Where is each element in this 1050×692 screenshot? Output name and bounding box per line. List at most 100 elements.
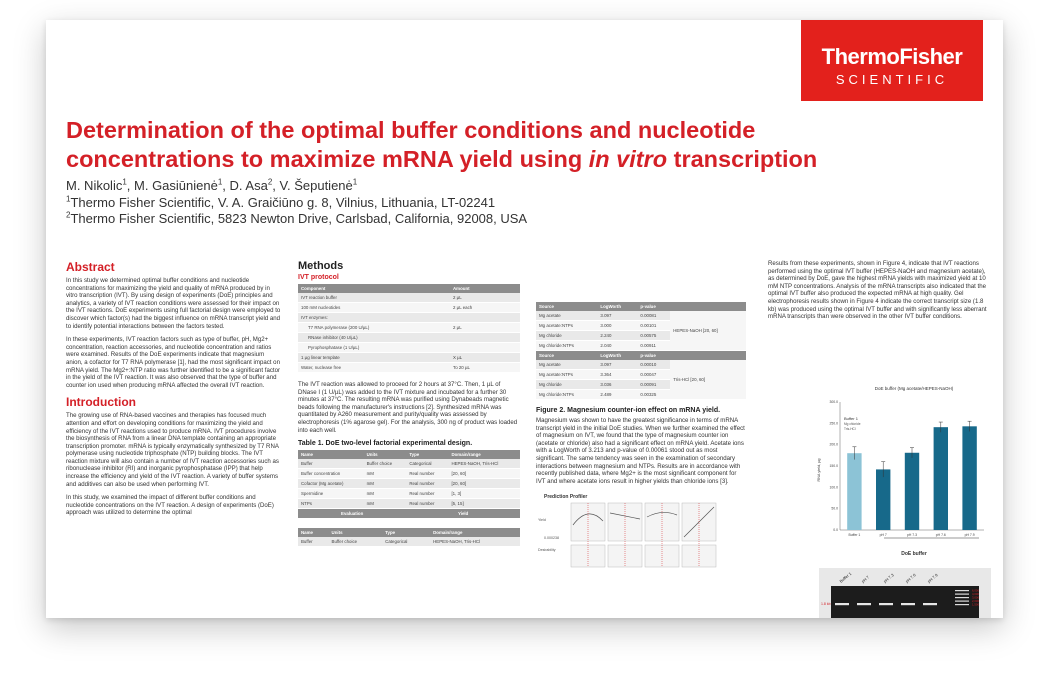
chart-x-tick-label: Buffer 1 xyxy=(848,533,860,537)
table2-header: Domain/range xyxy=(430,528,520,538)
logworth-cell: 0.00911 xyxy=(637,340,671,351)
protocol-component: 1 µg linear template xyxy=(298,352,450,363)
logworth-row: Mg chloride:NTPs 2.489 0.00325 xyxy=(536,389,746,400)
logworth-cell: 3.036 xyxy=(597,379,638,390)
table2-cell: Buffer xyxy=(298,537,329,548)
gel-ladder-label: 1,500 xyxy=(972,602,979,606)
aff-1-text: Thermo Fisher Scientific, V. A. Graičiūn… xyxy=(70,194,496,210)
gel-ladder-label: 2,000 xyxy=(972,599,979,603)
logworth-cell: 2.240 xyxy=(597,330,638,341)
protocol-component: 100 mM nucleotides xyxy=(298,302,450,313)
gel-lane-label: pH 7.9 xyxy=(926,572,939,584)
introduction-heading: Introduction xyxy=(66,395,136,410)
logworth-cell: 2.489 xyxy=(597,389,638,400)
ivt-protocol-subheading: IVT protocol xyxy=(298,274,339,281)
table1-cell: mM xyxy=(363,498,407,510)
chart-x-tick-label: pH 7.6 xyxy=(936,533,946,537)
protocol-row: Water, nuclease free To 20 µL xyxy=(298,362,520,373)
chart-y-tick-label: 0.0 xyxy=(833,528,838,532)
logworth-header: Source xyxy=(536,302,598,311)
logworth-cell: 3.097 xyxy=(597,311,638,321)
author-1-sup: 1 xyxy=(122,177,127,187)
protocol-amount xyxy=(450,342,520,353)
table1-cell: Categorical xyxy=(406,459,449,470)
logworth-row: Mg chloride:NTPs 2.040 0.00911 xyxy=(536,340,746,351)
ivt-protocol-table: Component Amount IVT reaction buffer 2 µL… xyxy=(298,284,520,373)
column-methods: Methods IVT protocol Component Amount IV… xyxy=(298,260,520,548)
table1-footer-evaluation: Evaluation xyxy=(298,508,407,519)
logworth-cell: 0.00010 xyxy=(637,360,671,370)
chart-y-tick-label: 100.0 xyxy=(830,485,839,489)
protocol-row: IVT enzymes: xyxy=(298,312,520,323)
table1-row: NTPs mM Real number [5, 15] xyxy=(298,498,520,510)
table1-cell: NTPs xyxy=(298,498,364,510)
logworth-cell: Mg chloride:NTPs xyxy=(536,340,598,351)
chart-y-tick-label: 50.0 xyxy=(831,507,838,511)
gel-lane-label: pH 7 xyxy=(860,574,870,584)
chart-x-label: DoE buffer xyxy=(901,551,927,557)
chart-x-tick-label: pH 7.9 xyxy=(965,533,975,537)
logworth-cell: 0.00047 xyxy=(637,369,671,380)
table1-cell: HEPES-NaOH, Tris-HCl xyxy=(448,459,520,470)
poster-title: Determination of the optimal buffer cond… xyxy=(66,116,886,174)
introduction-paragraph-2: In this study, we examined the impact of… xyxy=(66,494,274,517)
logworth-row: Mg acetate:NTPs 3.364 0.00047 xyxy=(536,369,746,380)
chart-bar xyxy=(847,453,862,530)
table2-cell: Categorical xyxy=(382,537,431,548)
logworth-row: Mg acetate 3.097 0.00081 HEPES-NaOH [20, 60… xyxy=(536,311,746,351)
logworth-cell: 2.040 xyxy=(597,340,638,351)
methods-heading: Methods xyxy=(298,260,344,272)
logworth-table: Source LogWorth p-value Mg acetate 3.097 0.0… xyxy=(536,302,746,400)
protocol-amount: 2 µL xyxy=(450,322,520,333)
aff-2-sup: 2 xyxy=(66,210,71,220)
table1-cell: Buffer choice xyxy=(363,459,407,470)
table1-row: Spermidine mM Real number [1, 3] xyxy=(298,488,520,500)
authors-block: M. Nikolic1, M. Gasiūnienė1, D. Asa2, V.… xyxy=(66,178,766,228)
legend-sub-1: Mg chloride xyxy=(844,422,861,426)
protocol-row: 1 µg linear template X µL xyxy=(298,352,520,363)
protocol-amount: 2 µL each xyxy=(450,302,520,313)
logworth-cell: Mg chloride xyxy=(536,379,598,390)
chart-y-tick-label: 250.0 xyxy=(830,421,839,425)
table1-cell: Real number xyxy=(406,478,449,490)
gel-lane-label: pH 7.3 xyxy=(882,572,895,584)
doe-design-table-2: Name Units Type Domain/range Buffer Buffer c… xyxy=(298,528,520,548)
logworth-header: LogWorth xyxy=(597,302,638,311)
thermo-fisher-logo: ThermoFisher SCIENTIFIC xyxy=(801,20,983,101)
logworth-cell: 0.00081 xyxy=(637,311,671,321)
gel-band xyxy=(857,603,871,606)
table1-row: Buffer Buffer choice Categorical HEPES-NaOH… xyxy=(298,459,520,470)
table1-caption: Table 1. DoE two-level factorial experim… xyxy=(298,440,473,448)
gel-ladder-label: 6,000 xyxy=(972,588,979,592)
logworth-header: p-value xyxy=(637,302,671,311)
table1-cell: mM xyxy=(363,478,407,490)
title-line-1: Determination of the optimal buffer cond… xyxy=(66,117,756,143)
author-2: , M. Gasiūnienė xyxy=(126,178,218,193)
abstract-heading: Abstract xyxy=(66,260,115,274)
profiler-title: Prediction Profiler xyxy=(544,494,587,500)
methods-paragraph: The IVT reaction was allowed to proceed … xyxy=(298,381,518,434)
author-1: M. Nikolic xyxy=(66,178,123,193)
logworth-header-blank xyxy=(670,350,746,360)
logo-line-1: ThermoFisher xyxy=(821,44,963,69)
protocol-component: Water, nuclease free xyxy=(298,362,450,373)
table1-cell: Buffer concentration xyxy=(298,468,364,480)
aff-1-sup: 1 xyxy=(66,194,71,204)
logworth-header-blank xyxy=(670,302,746,311)
protocol-amount: To 20 µL xyxy=(450,362,520,373)
affiliation-1: 1Thermo Fisher Scientific, V. A. Graičiū… xyxy=(66,195,766,212)
chart-y-label: RNA yield, µg xyxy=(817,458,821,481)
protocol-component: IVT enzymes: xyxy=(298,312,450,323)
author-list: M. Nikolic1, M. Gasiūnienė1, D. Asa2, V.… xyxy=(66,178,766,195)
logo-line-2: SCIENTIFIC xyxy=(835,72,949,87)
logworth-cell: 3.097 xyxy=(597,360,638,370)
chart-y-tick-label: 200.0 xyxy=(830,443,839,447)
protocol-amount xyxy=(450,312,520,323)
author-3-sup: 2 xyxy=(267,177,273,187)
table1-cell: Real number xyxy=(406,468,449,480)
chart-y-tick-label: 300.0 xyxy=(830,400,839,404)
table1-cell: [20, 60] xyxy=(448,468,520,480)
logworth-cell: 3.000 xyxy=(597,320,638,331)
gel-ladder-band xyxy=(955,600,969,602)
